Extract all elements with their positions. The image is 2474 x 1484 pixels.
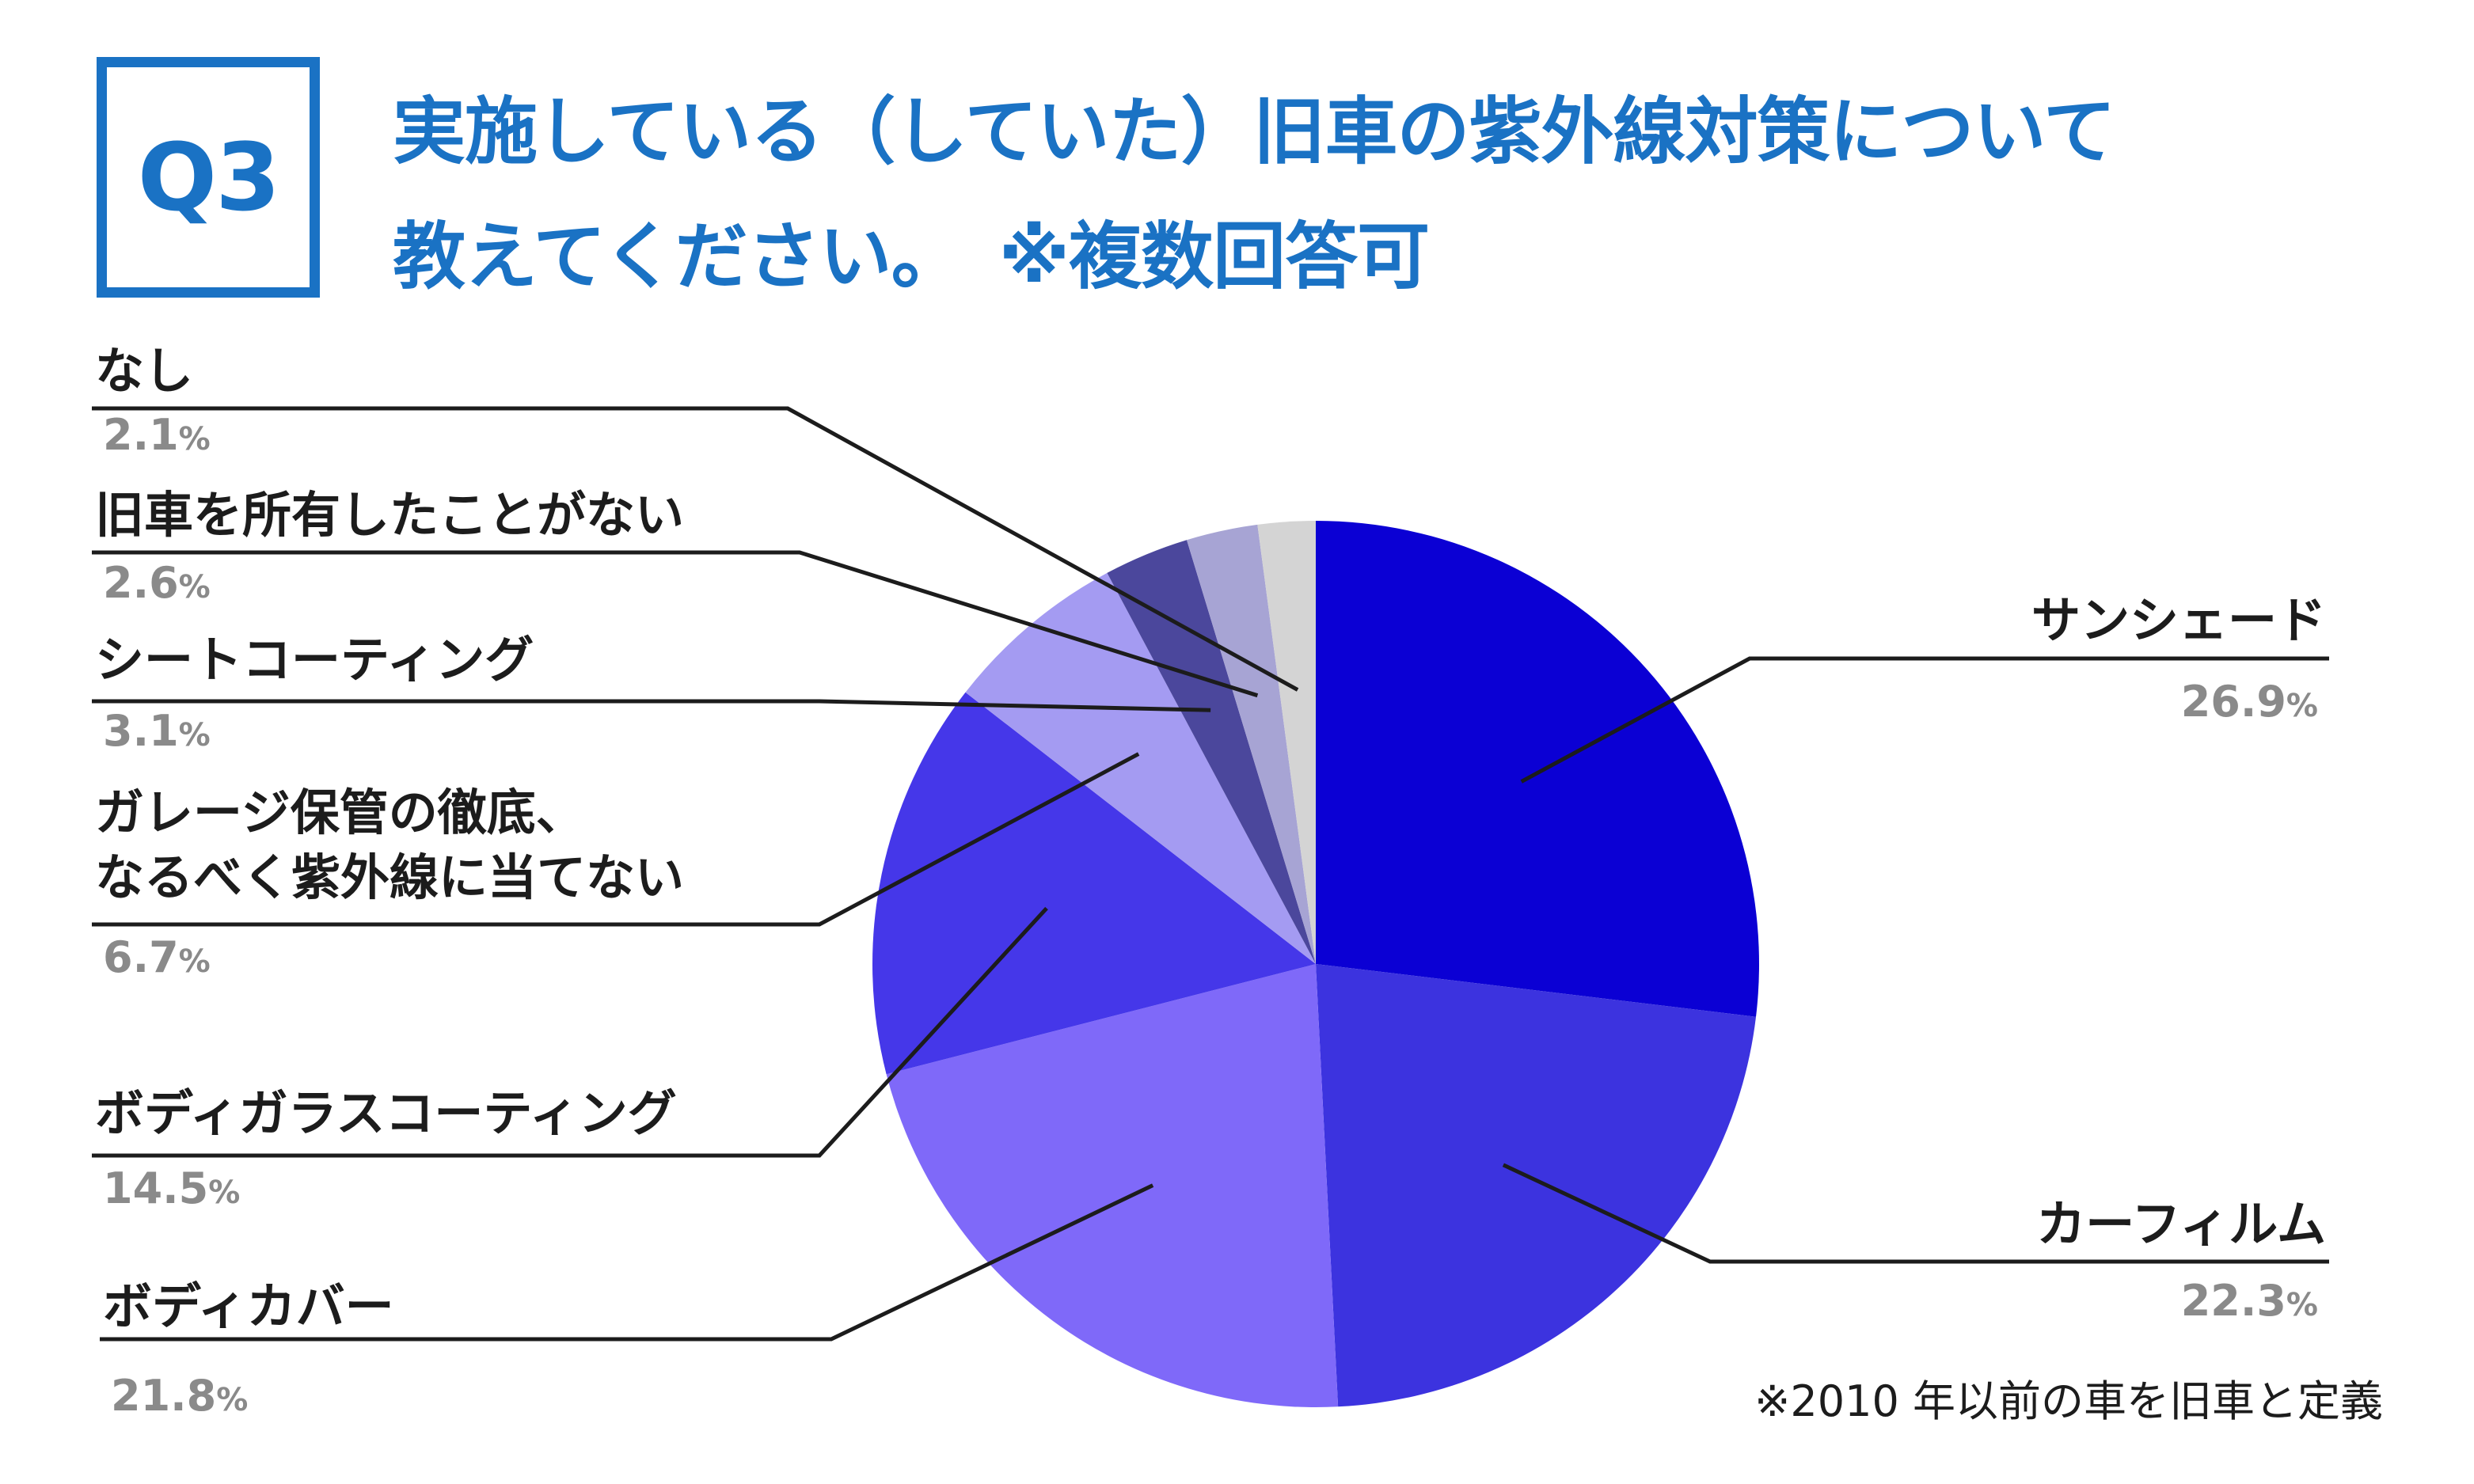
slice-label-8: なし xyxy=(95,342,193,400)
pie-slice-2 xyxy=(1316,964,1757,1407)
pie-slice-8 xyxy=(1257,521,1316,964)
pie-slice-6 xyxy=(1107,540,1316,964)
leader-line-5 xyxy=(92,752,1140,927)
slice-percent-5: 6.7% xyxy=(103,932,211,982)
slice-percent-6: 3.1% xyxy=(103,706,211,756)
slice-label-4: ボディガラスコーティング xyxy=(95,1084,677,1142)
pie-slice-1 xyxy=(1316,521,1759,1017)
question-title-line-2: 教えてください。 ※複数回答可 xyxy=(393,214,1430,299)
pie-slice-5 xyxy=(965,572,1316,964)
leader-line-7 xyxy=(92,550,1259,698)
leader-line-6 xyxy=(92,699,1211,712)
pie-slice-3 xyxy=(886,964,1339,1407)
leader-line-3 xyxy=(100,1183,1154,1342)
leader-line-1 xyxy=(1520,656,2329,784)
slice-percent-7: 2.6% xyxy=(103,558,211,608)
slice-percent-1: 26.9% xyxy=(2181,677,2318,727)
leader-line-2 xyxy=(1502,1163,2329,1264)
slice-percent-8: 2.1% xyxy=(103,410,211,460)
leader-line-4 xyxy=(92,906,1048,1158)
question-title-line-1: 実施している（していた）旧車の紫外線対策について xyxy=(393,89,2116,174)
leader-line-8 xyxy=(92,406,1299,692)
slice-percent-4: 14.5% xyxy=(103,1163,240,1213)
pie-slice-7 xyxy=(1187,524,1316,964)
pie-slices xyxy=(872,521,1759,1407)
slice-labels: サンシェード 26.9% カーフィルム 22.3% ボディカバー 21.8% ボディガラスコ… xyxy=(95,342,2326,1421)
slice-label-3: ボディカバー xyxy=(103,1277,394,1335)
slice-percent-3: 21.8% xyxy=(111,1371,248,1421)
slice-percent-2: 22.3% xyxy=(2181,1276,2318,1326)
slice-label-1: サンシェード xyxy=(2031,591,2326,649)
slice-label-7: 旧車を所有したことがない xyxy=(95,486,684,544)
footnote: ※2010 年以前の車を旧車と定義 xyxy=(1754,1376,2383,1426)
slice-label-2: カーフィルム xyxy=(2036,1195,2326,1253)
question-badge: Q3 xyxy=(97,57,320,298)
slice-label-6: シートコーティング xyxy=(95,631,534,689)
slice-label-5-line-2: なるべく紫外線に当てない xyxy=(95,848,684,906)
leader-lines xyxy=(92,406,2329,1342)
slice-label-5-line-1: ガレージ保管の徹底、 xyxy=(95,784,585,841)
